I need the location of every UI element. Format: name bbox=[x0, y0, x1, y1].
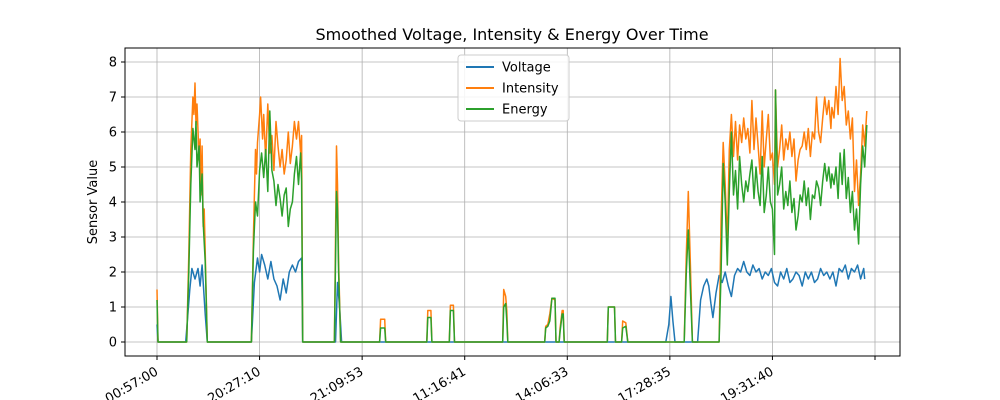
x-tick-label: 00:57:00 bbox=[103, 364, 161, 400]
legend-entry: Energy bbox=[502, 103, 548, 118]
y-tick-label: 6 bbox=[109, 126, 117, 141]
series-line-voltage bbox=[156, 253, 866, 343]
x-tick-label: 20:27:10 bbox=[206, 364, 264, 400]
y-tick-label: 1 bbox=[109, 301, 117, 316]
x-tick-label: 19:31:40 bbox=[718, 364, 776, 400]
series-line-energy bbox=[156, 89, 868, 343]
legend-box bbox=[457, 54, 570, 122]
y-tick-label: 4 bbox=[109, 196, 117, 211]
y-tick-label: 5 bbox=[109, 161, 117, 176]
x-axis: 00:57:00 20:27:10 21:09:53 11:16:41 14:06:33… bbox=[103, 356, 876, 400]
chart-title: Smoothed Voltage, Intensity & Energy Ove… bbox=[315, 25, 708, 44]
x-tick-label: 17:28:35 bbox=[616, 364, 674, 400]
y-tick-label: 0 bbox=[109, 336, 117, 351]
x-tick-label: 14:06:33 bbox=[513, 364, 571, 400]
legend: Voltage Intensity Energy bbox=[457, 54, 570, 122]
grid bbox=[125, 48, 900, 356]
x-tick-label: 21:09:53 bbox=[308, 364, 366, 400]
y-tick-label: 8 bbox=[109, 56, 117, 71]
legend-entry: Intensity bbox=[502, 82, 559, 97]
series-layer bbox=[156, 57, 868, 343]
y-tick-label: 3 bbox=[109, 231, 117, 246]
x-tick-label: 11:16:41 bbox=[411, 364, 469, 400]
y-axis: 0 1 2 3 4 5 6 7 8 bbox=[109, 56, 125, 351]
legend-entry: Voltage bbox=[502, 61, 551, 76]
y-tick-label: 7 bbox=[109, 91, 117, 106]
y-axis-label: Sensor Value bbox=[86, 160, 101, 244]
y-tick-label: 2 bbox=[109, 266, 117, 281]
